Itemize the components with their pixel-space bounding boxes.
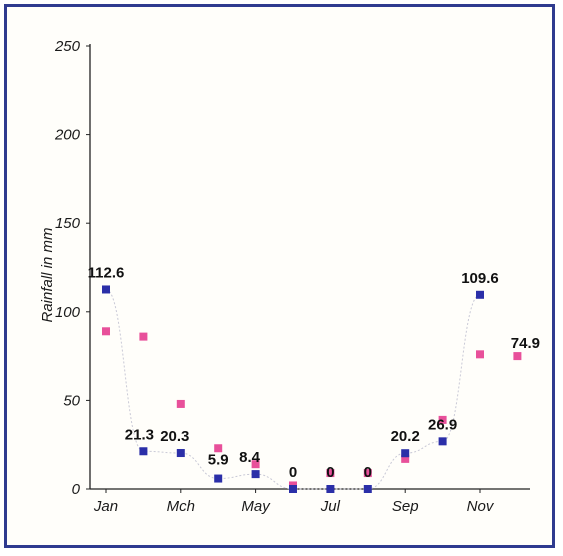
data-point-series2 (251, 460, 260, 469)
data-point-series1 (363, 485, 372, 493)
x-tick-label: Jul (320, 498, 341, 515)
data-point-series1 (176, 449, 185, 458)
data-point-series2 (513, 352, 522, 361)
data-point-series2 (139, 332, 148, 341)
data-point-series1 (401, 449, 410, 458)
data-label: 112.6 (88, 264, 125, 281)
data-point-series2 (176, 399, 185, 408)
data-label: 21.3 (125, 426, 154, 443)
data-label: 20.2 (391, 428, 420, 445)
chart-frame (4, 4, 555, 548)
data-label: 0 (289, 464, 297, 481)
y-tick-label: 50 (63, 392, 80, 409)
y-tick-label: 150 (55, 215, 81, 232)
data-label: 8.4 (239, 449, 261, 466)
data-point-series1 (476, 290, 484, 299)
data-label: 5.9 (208, 452, 229, 469)
data-point-series1 (251, 470, 260, 479)
data-label: 20.3 (160, 428, 189, 445)
data-point-series1 (102, 285, 110, 294)
data-point-series2 (214, 444, 223, 453)
data-label: 26.9 (428, 416, 457, 433)
y-axis-title: Rainfall in mm (39, 227, 56, 322)
data-label: 0 (326, 464, 334, 481)
data-label: 0 (364, 464, 372, 481)
data-label: 109.6 (461, 270, 499, 287)
data-point-series1 (438, 437, 447, 446)
data-point-series1 (139, 447, 148, 456)
data-point-series2 (438, 415, 447, 424)
x-tick-label: Jan (93, 498, 118, 515)
x-tick-label: Sep (392, 498, 419, 515)
data-point-series1 (326, 485, 335, 493)
y-tick-label: 100 (55, 304, 81, 321)
data-point-series2 (102, 327, 110, 336)
data-label: 74.9 (511, 335, 540, 352)
y-tick-label: 0 (72, 481, 81, 498)
x-tick-label: Nov (467, 498, 495, 515)
data-point-series2 (326, 469, 335, 478)
data-point-series2 (401, 454, 410, 463)
x-tick-label: May (241, 498, 271, 515)
data-point-series2 (363, 469, 372, 478)
y-tick-label: 200 (54, 127, 81, 144)
data-point-series1 (289, 485, 297, 493)
x-tick-label: Mch (167, 498, 195, 515)
y-tick-label: 250 (54, 38, 81, 55)
trend-curve (105, 288, 481, 490)
data-point-series1 (214, 474, 223, 483)
data-point-series2 (476, 350, 484, 359)
